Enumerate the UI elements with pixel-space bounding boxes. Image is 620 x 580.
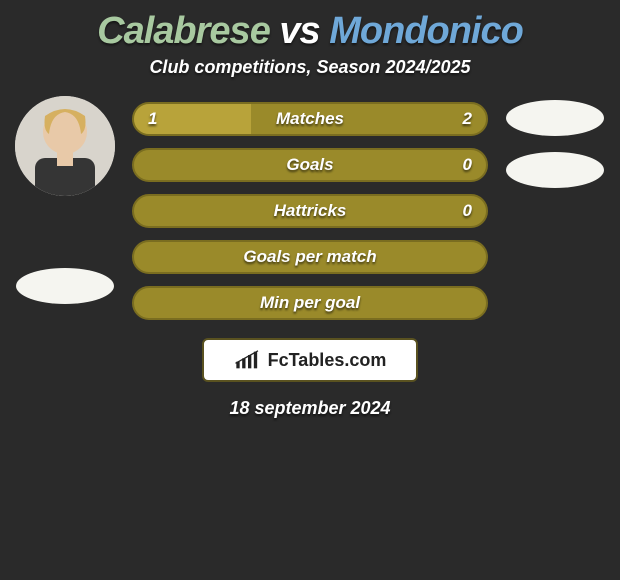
stat-label: Min per goal [134, 288, 486, 318]
stat-row: 12Matches [132, 102, 488, 136]
title-vs: vs [270, 10, 329, 52]
page-title: Calabrese vs Mondonico [8, 0, 612, 57]
stat-label: Matches [134, 104, 486, 134]
main-row: 12Matches 0Goals 0Hattricks Goals per match… [8, 96, 612, 320]
player-right-club-logo-1 [506, 100, 604, 136]
stat-label: Goals per match [134, 242, 486, 272]
player-right-club-logo-2 [506, 152, 604, 188]
subtitle: Club competitions, Season 2024/2025 [8, 57, 612, 96]
title-player2: Mondonico [329, 10, 523, 52]
avatar-placeholder-icon [15, 96, 115, 196]
stat-row: Goals per match [132, 240, 488, 274]
branding-badge: FcTables.com [202, 338, 418, 382]
stat-row: 0Hattricks [132, 194, 488, 228]
player-left-column [10, 96, 120, 304]
player-right-column [500, 96, 610, 188]
player-left-avatar [15, 96, 115, 196]
date-label: 18 september 2024 [8, 382, 612, 419]
player-left-club-logo [16, 268, 114, 304]
stat-bars: 12Matches 0Goals 0Hattricks Goals per match… [132, 96, 488, 320]
comparison-card: Calabrese vs Mondonico Club competitions… [0, 0, 620, 419]
stat-row: Min per goal [132, 286, 488, 320]
branding-text: FcTables.com [268, 350, 387, 371]
stat-row: 0Goals [132, 148, 488, 182]
stat-label: Hattricks [134, 196, 486, 226]
title-player1: Calabrese [97, 10, 270, 52]
bar-chart-icon [234, 350, 262, 370]
stat-label: Goals [134, 150, 486, 180]
